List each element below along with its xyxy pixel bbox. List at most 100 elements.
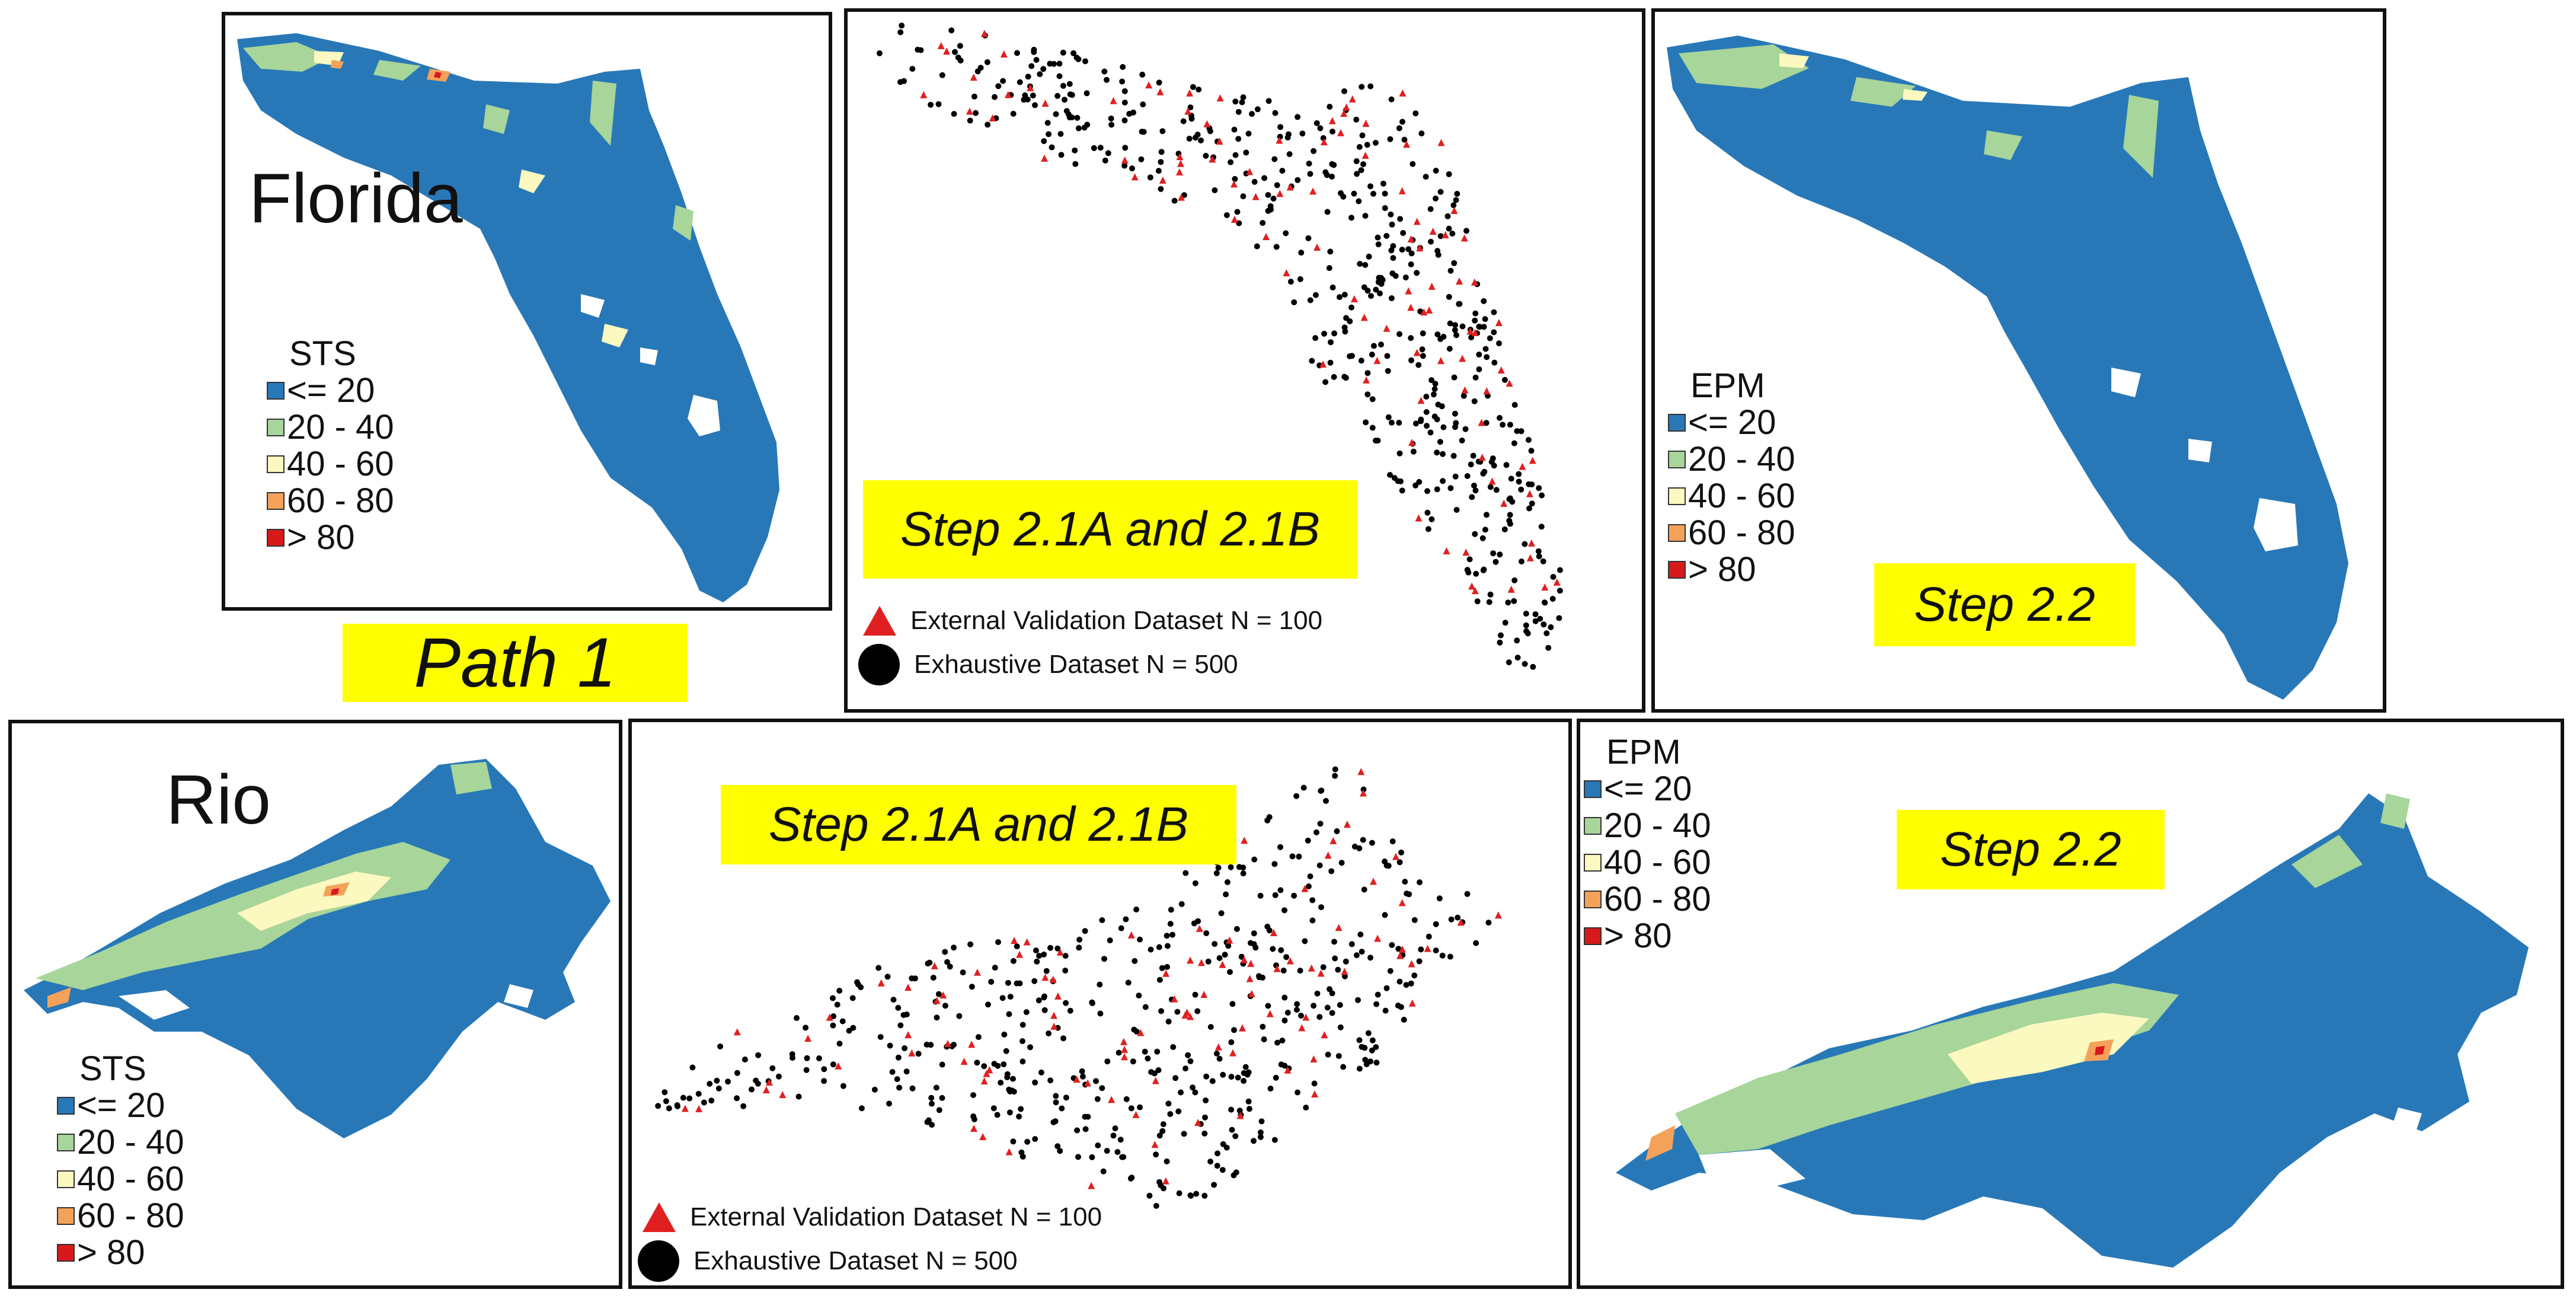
exhaustive-point [753, 1077, 759, 1084]
exhaustive-point [877, 1034, 884, 1040]
exhaustive-point [1295, 114, 1301, 120]
exhaustive-point [1450, 452, 1457, 459]
validation-point [1466, 327, 1474, 335]
legend-row: 20 - 40 [57, 1124, 184, 1161]
florida-white-gaps [2111, 368, 2298, 551]
exhaustive-point [1298, 250, 1305, 256]
exhaustive-point [1057, 130, 1064, 137]
exhaustive-point [708, 1097, 715, 1104]
validation-point [1407, 304, 1415, 311]
exhaustive-point [975, 1034, 982, 1041]
exhaustive-point [973, 110, 979, 116]
exhaustive-point [740, 1103, 747, 1109]
exhaustive-point [1420, 330, 1426, 337]
exhaustive-point [886, 1100, 892, 1107]
exhaustive-point [1522, 541, 1528, 547]
exhaustive-point [1170, 1044, 1177, 1050]
step-label: Step 2.2 [1874, 563, 2135, 646]
exhaustive-point [1265, 1003, 1271, 1009]
florida-class5-patches [434, 72, 442, 78]
validation-point [1408, 438, 1415, 446]
exhaustive-point [928, 1042, 934, 1048]
exhaustive-point [1360, 786, 1367, 793]
validation-point [1526, 554, 1534, 561]
dot-icon [858, 644, 900, 685]
exhaustive-point [1474, 598, 1481, 605]
exhaustive-point [836, 1041, 843, 1047]
validation-point [1309, 187, 1317, 195]
validation-point [1177, 159, 1184, 167]
exhaustive-point [1331, 374, 1337, 380]
exhaustive-point [1091, 145, 1097, 151]
exhaustive-point [1116, 1049, 1122, 1056]
exhaustive-point [1383, 862, 1390, 869]
exhaustive-point [1348, 941, 1355, 947]
exhaustive-point [939, 1061, 945, 1068]
exhaustive-point [1491, 309, 1497, 315]
exhaustive-point [1451, 374, 1458, 381]
florida-points-panel: Step 2.1A and 2.1B External Validation D… [844, 8, 1645, 713]
exhaustive-point [1164, 933, 1170, 939]
validation-point [1398, 899, 1406, 907]
florida-epm-map [1667, 36, 2348, 700]
exhaustive-point [1387, 968, 1394, 974]
validation-point [1429, 227, 1437, 235]
validation-point [1405, 287, 1412, 295]
validation-point [1343, 103, 1350, 111]
exhaustive-point [1423, 394, 1430, 400]
exhaustive-point [1082, 1113, 1088, 1120]
exhaustive-point [1511, 577, 1518, 583]
exhaustive-point [951, 1042, 957, 1048]
exhaustive-point [1046, 131, 1052, 138]
exhaustive-point [715, 1085, 722, 1092]
exhaustive-point [1155, 1067, 1162, 1073]
exhaustive-point [1121, 88, 1128, 94]
validation-point [908, 1049, 916, 1057]
exhaustive-point [1356, 198, 1362, 205]
exhaustive-point [1281, 1017, 1288, 1024]
exhaustive-point [1194, 1008, 1201, 1014]
exhaustive-point [1158, 159, 1164, 165]
exhaustive-point [1302, 938, 1308, 944]
class-1-swatch [1584, 780, 1602, 798]
exhaustive-point [1313, 829, 1319, 835]
triangle-icon [863, 606, 896, 636]
exhaustive-point [1541, 621, 1547, 628]
exhaustive-point [1412, 110, 1419, 117]
exhaustive-point [992, 94, 998, 100]
exhaustive-point [1418, 416, 1424, 423]
exhaustive-point [1024, 96, 1031, 103]
exhaustive-point [1203, 1073, 1210, 1080]
validation-label: External Validation Dataset N = 100 [910, 606, 1323, 635]
exhaustive-point [1434, 331, 1441, 337]
exhaustive-point [795, 1093, 802, 1100]
exhaustive-point [1332, 766, 1338, 773]
exhaustive-point [1433, 947, 1439, 954]
class-1-swatch [57, 1097, 75, 1115]
validation-point [931, 962, 938, 969]
exhaustive-point [1005, 979, 1011, 986]
exhaustive-point [1471, 398, 1478, 404]
step-label: Step 2.2 [1897, 810, 2165, 889]
exhaustive-point [1316, 862, 1323, 869]
exhaustive-point [1423, 174, 1429, 180]
exhaustive-point [1260, 1023, 1266, 1030]
exhaustive-point [1387, 472, 1393, 478]
exhaustive-point [1129, 165, 1135, 171]
exhaustive-point [1284, 1010, 1291, 1016]
exhaustive-point [1462, 426, 1469, 432]
validation-point [1495, 319, 1503, 327]
exhaustive-point [830, 995, 836, 1001]
validation-point [1054, 992, 1062, 1000]
exhaustive-point [1089, 1000, 1095, 1006]
exhaustive-point [1440, 478, 1446, 484]
exhaustive-point [1104, 1058, 1111, 1065]
exhaustive-point [1542, 599, 1548, 606]
exhaustive-point [1484, 512, 1490, 518]
exhaustive-point [1403, 982, 1410, 988]
exhaustive-point [1214, 1163, 1220, 1169]
exhaustive-point [1105, 150, 1111, 157]
validation-point [1357, 768, 1365, 776]
validation-point [1408, 999, 1416, 1007]
validation-point [1403, 141, 1411, 148]
